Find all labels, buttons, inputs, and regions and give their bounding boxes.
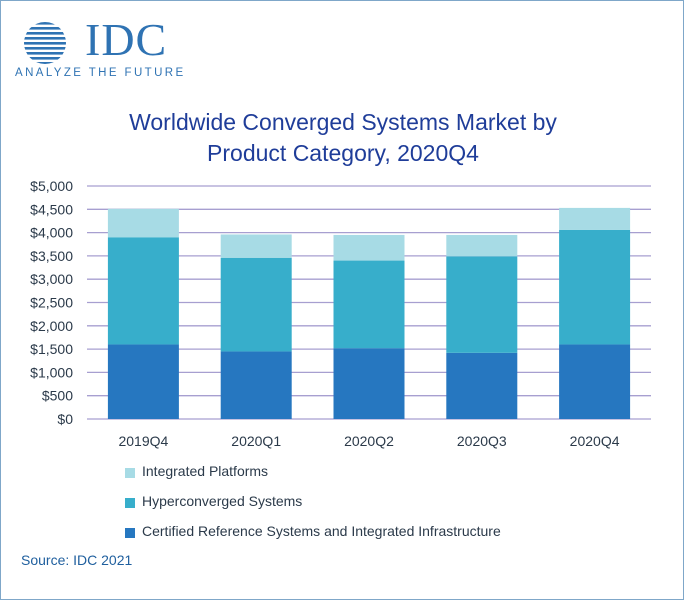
chart-title: Worldwide Converged Systems Market by Pr… — [1, 107, 684, 169]
bar-segment — [220, 257, 292, 352]
bar-segment — [446, 352, 518, 419]
bar-segment — [333, 260, 405, 349]
x-tick-label: 2019Q4 — [118, 433, 168, 449]
stacked-bar-chart: $0 $500 $1,000 $1,500 $2,000 $2,500 $3,000 $3,5… — [30, 178, 651, 449]
x-tick-label: 2020Q3 — [457, 433, 507, 449]
legend-swatch-hyperconverged-systems — [125, 498, 135, 508]
legend-swatch-integrated-platforms — [125, 468, 135, 478]
y-tick-label: $500 — [42, 388, 73, 404]
bar-segment — [559, 344, 631, 419]
y-tick-label: $4,000 — [30, 225, 73, 241]
bar-segment — [107, 208, 179, 238]
bar-segment — [107, 237, 179, 345]
y-tick-label: $3,000 — [30, 271, 73, 287]
x-tick-label: 2020Q1 — [231, 433, 281, 449]
y-tick-label: $3,500 — [30, 248, 73, 264]
y-tick-label: $0 — [57, 411, 73, 427]
bar-segment — [446, 234, 518, 257]
bar-segment — [333, 348, 405, 419]
y-tick-label: $1,000 — [30, 364, 73, 380]
y-tick-label: $2,000 — [30, 318, 73, 334]
chart-title-line-2: Product Category, 2020Q4 — [207, 140, 479, 166]
source-note: Source: IDC 2021 — [21, 552, 133, 568]
x-axis-ticks: 2019Q4 2020Q1 2020Q2 2020Q3 2020Q4 — [118, 433, 619, 449]
bar-segment — [107, 344, 179, 419]
y-tick-label: $1,500 — [30, 341, 73, 357]
legend-swatch-certified-reference — [125, 528, 135, 538]
x-tick-label: 2020Q2 — [344, 433, 394, 449]
legend-label-hyperconverged-systems: Hyperconverged Systems — [142, 493, 303, 509]
chart-title-line-1: Worldwide Converged Systems Market by — [129, 109, 557, 135]
bar-segment — [446, 256, 518, 353]
legend-label-integrated-platforms: Integrated Platforms — [142, 463, 269, 479]
bar-segment — [559, 229, 631, 345]
bar-segment — [220, 351, 292, 419]
y-axis-ticks: $0 $500 $1,000 $1,500 $2,000 $2,500 $3,000 $3,5… — [30, 178, 73, 427]
bar-segment — [220, 234, 292, 258]
x-tick-label: 2020Q4 — [570, 433, 620, 449]
legend-label-certified-reference: Certified Reference Systems and Integrat… — [142, 523, 501, 539]
globe-icon — [24, 22, 66, 64]
bar-segment — [559, 207, 631, 230]
logo-wordmark: IDC — [85, 14, 168, 65]
y-tick-label: $2,500 — [30, 295, 73, 311]
bar-segment — [333, 234, 405, 261]
logo-tagline: ANALYZE THE FUTURE — [15, 67, 186, 79]
y-tick-label: $4,500 — [30, 201, 73, 217]
bars — [107, 207, 631, 419]
y-tick-label: $5,000 — [30, 178, 73, 194]
idc-logo: IDC ANALYZE THE FUTURE — [15, 17, 186, 83]
